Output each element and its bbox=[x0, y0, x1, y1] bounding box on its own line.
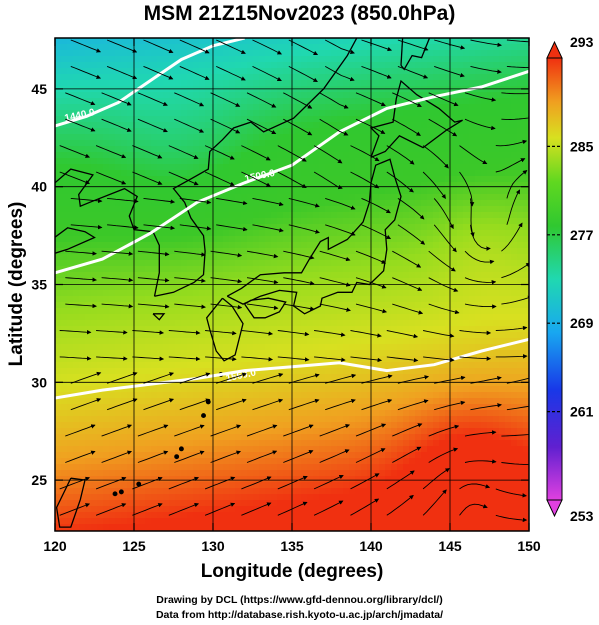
colorbar-label: 253 bbox=[570, 508, 594, 524]
x-axis-label: Longitude (degrees) bbox=[201, 561, 384, 582]
y-tick-label: 25 bbox=[31, 472, 47, 488]
x-tick-label: 130 bbox=[201, 538, 225, 554]
y-tick-label: 35 bbox=[31, 277, 47, 293]
y-axis-label: Latitude (degrees) bbox=[6, 202, 27, 367]
colorbar-label: 277 bbox=[570, 227, 594, 243]
colorbar-top-arrow bbox=[546, 40, 563, 59]
x-tick-label: 145 bbox=[438, 538, 462, 554]
colorbar: 293 285 277 269 261 253 bbox=[546, 34, 594, 524]
credit-drawing: Drawing by DCL (https://www.gfd-dennou.o… bbox=[156, 594, 443, 606]
colorbar-scale bbox=[546, 57, 563, 501]
colorbar-label: 293 bbox=[570, 34, 594, 50]
credit-data: Data from http://database.rish.kyoto-u.a… bbox=[155, 609, 444, 621]
axes: 120 125 130 135 140 145 150 25 30 35 40 45 bbox=[31, 38, 541, 554]
y-tick-label: 45 bbox=[31, 81, 47, 97]
grid-lines bbox=[55, 38, 529, 531]
colorbar-label: 285 bbox=[570, 138, 594, 154]
y-tick-label: 30 bbox=[31, 374, 47, 390]
y-tick-label: 40 bbox=[31, 179, 47, 195]
colorbar-bottom-arrow bbox=[546, 499, 563, 518]
colorbar-label: 261 bbox=[570, 404, 594, 420]
x-tick-label: 140 bbox=[359, 538, 383, 554]
colorbar-label: 269 bbox=[570, 315, 594, 331]
x-tick-label: 135 bbox=[280, 538, 304, 554]
x-tick-label: 125 bbox=[122, 538, 146, 554]
chart-title: MSM 21Z15Nov2023 (850.0hPa) bbox=[143, 2, 456, 25]
x-tick-label: 120 bbox=[43, 538, 67, 554]
x-tick-label: 150 bbox=[517, 538, 541, 554]
